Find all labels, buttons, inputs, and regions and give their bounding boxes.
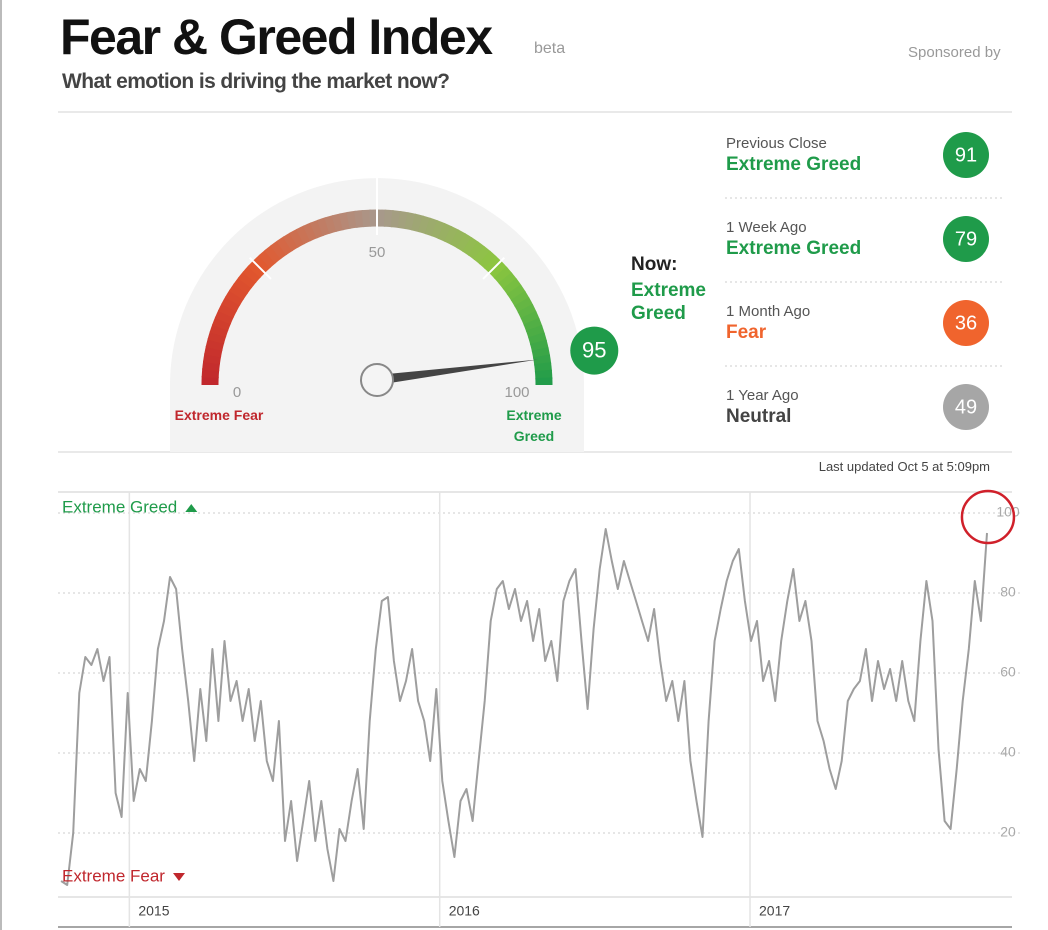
gauge-low-label: Extreme Fear: [174, 407, 264, 423]
annotation: Extreme Fear: [62, 866, 165, 885]
gauge-value: 95: [582, 337, 606, 362]
gauge-separator: [482, 257, 505, 280]
history-value: 36: [955, 312, 977, 334]
history-label: 1 Month Ago: [726, 303, 811, 320]
y-tick-label: 100: [996, 504, 1020, 520]
sponsor-label: Sponsored by: [908, 44, 1001, 61]
now-label: Now:: [631, 254, 678, 275]
now-rating: Extreme Greed: [631, 280, 706, 324]
gauge-needle: [376, 359, 538, 385]
history-label: Previous Close: [726, 135, 827, 152]
highlight-circle: [960, 489, 1016, 545]
gauge-tick-label: 50: [369, 244, 386, 261]
history-value: 91: [955, 144, 977, 166]
history-value: 79: [955, 228, 977, 250]
annotation: Extreme Greed: [62, 497, 177, 516]
line-series: [60, 528, 988, 886]
y-tick-label: 80: [1000, 584, 1016, 600]
history-badge: [943, 132, 989, 178]
y-tick-label: 20: [1000, 824, 1016, 840]
subtitle: What emotion is driving the market now?: [62, 70, 450, 93]
x-tick-label: 2015: [138, 903, 169, 919]
history-badge: [943, 384, 989, 430]
annotation-arrow: [172, 873, 185, 881]
gauge-separator: [249, 257, 272, 280]
history-badge: [943, 300, 989, 346]
history-rating: Neutral: [726, 406, 792, 427]
y-tick-label: 40: [1000, 744, 1016, 760]
x-tick-label: 2016: [449, 903, 480, 919]
annotation-arrow: [185, 504, 198, 512]
history-label: 1 Year Ago: [726, 387, 799, 404]
gauge-value-badge: [570, 326, 619, 375]
gauge-hub: [360, 363, 394, 397]
gauge-high-label: Extreme Greed: [506, 407, 562, 444]
title: Fear & Greed Index: [60, 9, 493, 65]
y-tick-label: 60: [1000, 664, 1016, 680]
history-badge: [943, 216, 989, 262]
beta-badge: beta: [534, 40, 566, 57]
history-value: 49: [955, 396, 977, 418]
history-rating: Extreme Greed: [726, 154, 862, 175]
history-rating: Fear: [726, 322, 767, 343]
gauge-tick-label: 100: [504, 384, 529, 401]
x-tick-label: 2017: [759, 903, 790, 919]
gauge-tick-label: 0: [233, 384, 241, 401]
history-label: 1 Week Ago: [726, 219, 807, 236]
last-updated: Last updated Oct 5 at 5:09pm: [818, 459, 990, 474]
history-rating: Extreme Greed: [726, 238, 862, 259]
